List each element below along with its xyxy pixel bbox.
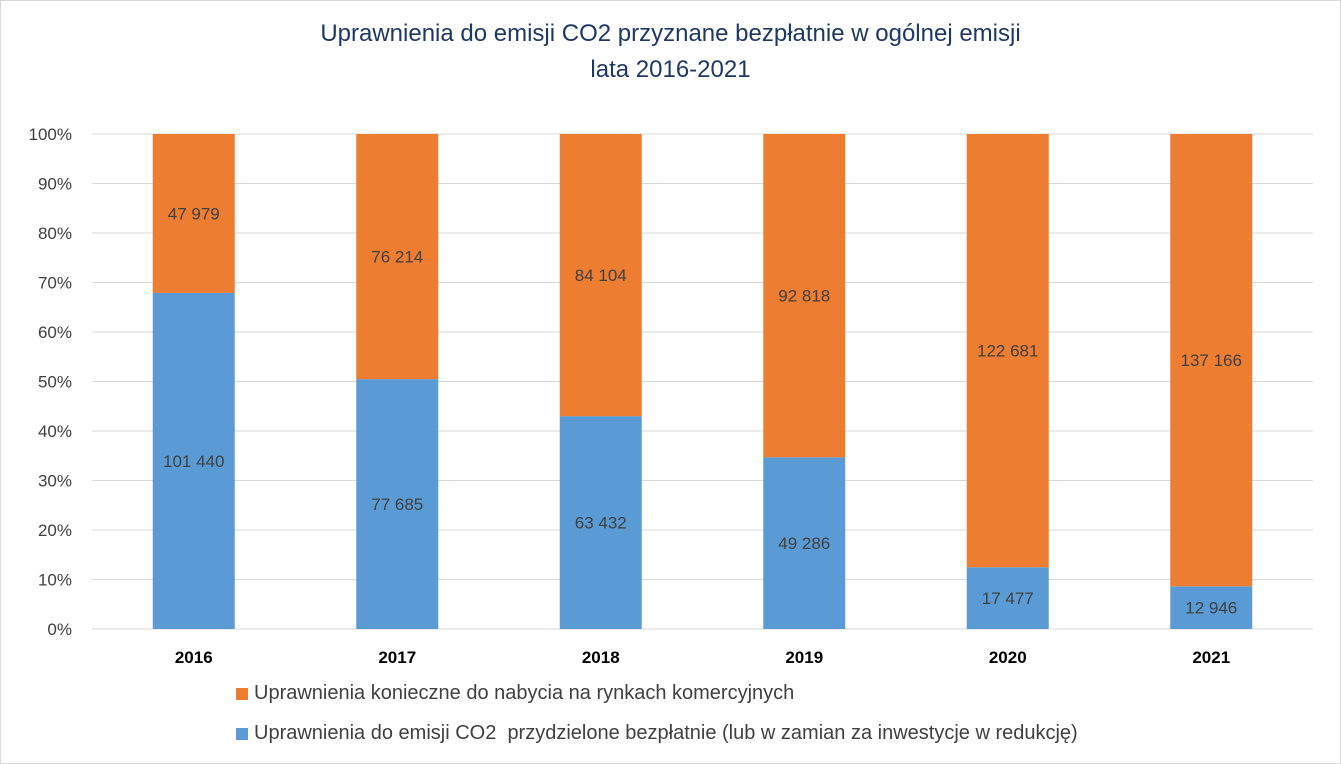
legend-swatch-free (236, 727, 248, 740)
bar-segment (966, 134, 1049, 568)
data-label: 122 681 (977, 342, 1038, 361)
chart-subtitle: lata 2016-2021 (590, 56, 751, 83)
y-tick-label: 80% (38, 224, 72, 243)
bar-segment (356, 134, 439, 380)
legend-item-free: Uprawnienia do emisji CO2 przydzielone b… (236, 722, 1078, 745)
bar-segment (356, 379, 439, 629)
data-label: 47 979 (168, 204, 220, 223)
y-tick-label: 70% (38, 274, 72, 293)
x-tick-label: 2021 (1192, 648, 1230, 667)
bar-segment (966, 567, 1049, 629)
y-tick-label: 10% (38, 571, 72, 590)
data-label: 76 214 (371, 248, 423, 267)
y-tick-label: 40% (38, 422, 72, 441)
x-tick-label: 2016 (175, 648, 213, 667)
y-tick-label: 90% (38, 175, 72, 194)
bar-segment (763, 134, 846, 458)
data-label: 49 286 (778, 534, 830, 553)
data-label: 77 685 (371, 495, 423, 514)
legend-item-commercial: Uprawnienia konieczne do nabycia na rynk… (236, 682, 794, 705)
y-tick-label: 20% (38, 521, 72, 540)
data-label: 101 440 (163, 452, 224, 471)
bar-segment (152, 134, 235, 293)
x-tick-label: 2019 (785, 648, 823, 667)
data-label: 84 104 (575, 266, 627, 285)
x-tick-label: 2018 (582, 648, 620, 667)
y-tick-label: 50% (38, 373, 72, 392)
y-tick-label: 100% (29, 125, 72, 144)
legend-label-commercial: Uprawnienia konieczne do nabycia na rynk… (254, 682, 795, 704)
data-label: 137 166 (1181, 351, 1242, 370)
x-tick-label: 2020 (989, 648, 1027, 667)
data-label: 12 946 (1185, 599, 1237, 618)
data-label: 63 432 (575, 514, 627, 533)
bar-segment (559, 416, 642, 629)
bar-segment (152, 292, 235, 629)
legend-swatch-commercial (236, 687, 248, 700)
bar-segment (763, 457, 846, 629)
chart-title: Uprawnienia do emisji CO2 przyznane bezp… (320, 20, 1021, 47)
legend-label-free: Uprawnienia do emisji CO2 przydzielone b… (254, 722, 1078, 744)
y-tick-label: 0% (47, 620, 72, 639)
y-tick-label: 60% (38, 323, 72, 342)
data-label: 17 477 (982, 589, 1034, 608)
data-label: 92 818 (778, 287, 830, 306)
bar-segment (1170, 134, 1253, 587)
x-tick-label: 2017 (378, 648, 416, 667)
bar-segment (559, 134, 642, 417)
bar-segment (1170, 586, 1253, 629)
y-tick-label: 30% (38, 472, 72, 491)
